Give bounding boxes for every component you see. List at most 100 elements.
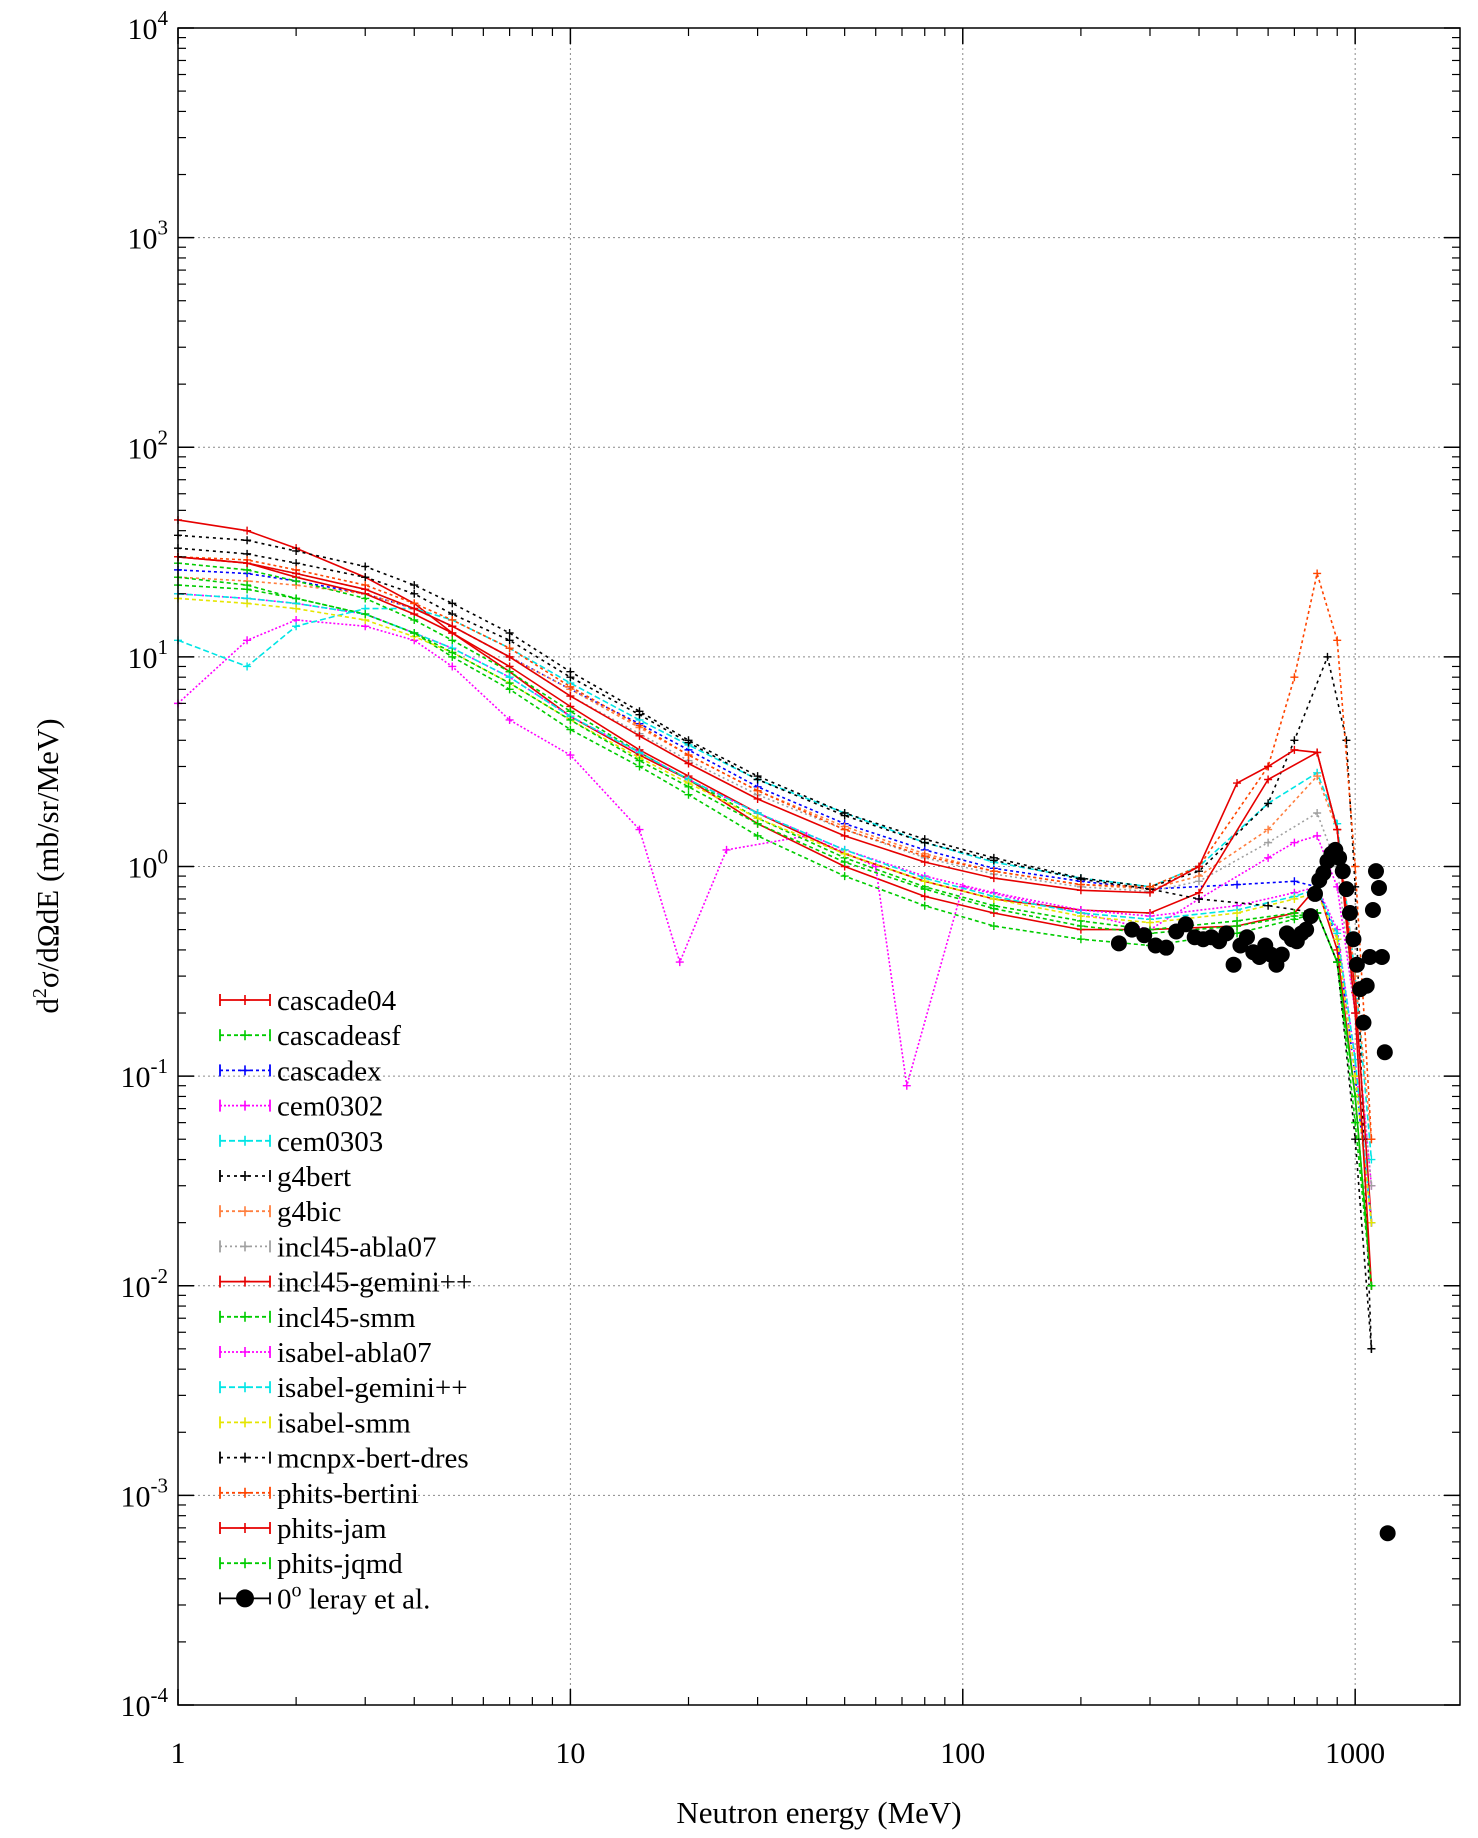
data-point: [902, 1081, 911, 1090]
data-point: [1076, 912, 1085, 921]
x-axis-title: Neutron energy (MeV): [676, 1795, 961, 1830]
data-point: [292, 559, 301, 568]
data-point: [361, 610, 370, 619]
data-point: [635, 756, 644, 765]
series-14: [174, 544, 1376, 1353]
data-point: [505, 652, 514, 661]
data-point: [243, 636, 252, 645]
data-point: [635, 825, 644, 834]
data-point: [753, 819, 762, 828]
data-point: [1341, 905, 1358, 922]
data-point: [675, 958, 684, 967]
legend-label: 0o leray et al.: [277, 1579, 430, 1615]
series-line: [177, 556, 1373, 1223]
data-point: [989, 856, 998, 865]
legend-entry: isabel-gemini++: [219, 1372, 468, 1404]
data-point: [1370, 879, 1387, 896]
data-point: [684, 790, 693, 799]
data-point: [566, 715, 575, 724]
data-point: [1145, 918, 1154, 927]
data-point: [920, 877, 929, 886]
series-line: [177, 547, 1373, 1349]
data-point: [1367, 1281, 1376, 1290]
legend-label: cascadex: [277, 1055, 382, 1087]
legend-label: isabel-smm: [277, 1407, 411, 1439]
legend-entry: phits-jam: [219, 1513, 387, 1545]
data-point: [1158, 939, 1175, 956]
data-point: [243, 565, 252, 574]
data-point: [1238, 929, 1255, 946]
data-point: [1331, 849, 1348, 866]
legend-label: g4bert: [277, 1161, 351, 1193]
data-point: [505, 636, 514, 645]
data-point: [566, 682, 575, 691]
legend-marker: [240, 1558, 250, 1569]
data-point: [1076, 922, 1085, 931]
legend-marker: [240, 1100, 250, 1111]
data-point: [1195, 862, 1204, 871]
data-point: [1351, 1072, 1360, 1081]
legend-label: isabel-abla07: [277, 1337, 432, 1369]
legend-label: cem0302: [277, 1091, 383, 1123]
y-tick-label: 102: [128, 425, 169, 465]
y-tick-label: 10-2: [121, 1264, 169, 1304]
data-point: [1306, 885, 1323, 902]
legend-marker: [240, 1030, 250, 1041]
data-point: [684, 782, 693, 791]
data-point: [1323, 652, 1332, 661]
y-tick-label: 10-4: [121, 1683, 169, 1723]
legend-label: phits-jam: [277, 1513, 387, 1545]
data-point: [243, 526, 252, 535]
data-point: [1264, 901, 1273, 910]
data-point: [243, 662, 252, 671]
data-point: [448, 636, 457, 645]
data-point: [753, 831, 762, 840]
legend-label: phits-jqmd: [277, 1548, 403, 1580]
data-point: [1351, 1135, 1360, 1144]
legend-entry: cascade04: [219, 985, 397, 1017]
data-point: [1076, 935, 1085, 944]
data-point: [361, 562, 370, 571]
data-point: [1290, 838, 1299, 847]
data-point: [448, 648, 457, 657]
series-line: [177, 562, 1373, 1286]
data-point: [292, 594, 301, 603]
data-point: [566, 725, 575, 734]
legend-label: g4bic: [277, 1196, 341, 1228]
axis-ticks: [177, 27, 1460, 1706]
data-point: [1290, 912, 1299, 921]
data-point: [505, 715, 514, 724]
legend-label: incl45-smm: [277, 1302, 416, 1334]
data-point: [684, 751, 693, 760]
legend-marker: [240, 995, 250, 1005]
data-point: [635, 731, 644, 740]
data-point: [1136, 927, 1153, 944]
data-point: [243, 599, 252, 608]
data-point: [243, 536, 252, 545]
data-point: [1313, 772, 1322, 781]
data-point: [1364, 902, 1381, 919]
data-point: [361, 573, 370, 582]
series-line: [177, 556, 1373, 1140]
data-point: [410, 628, 419, 637]
x-tick-label: 1: [171, 1737, 186, 1770]
data-point: [1233, 779, 1242, 788]
series-line: [177, 584, 1373, 1286]
data-point: [920, 901, 929, 910]
series-line: [177, 534, 1373, 1349]
legend-entry: phits-bertini: [219, 1478, 419, 1510]
legend-marker: [240, 1311, 250, 1322]
data-point: [1290, 894, 1299, 903]
legend-marker: [240, 1276, 250, 1287]
data-point: [920, 892, 929, 901]
data-point: [243, 559, 252, 568]
data-point: [1298, 921, 1315, 938]
data-point: [1218, 925, 1235, 942]
y-tick-label: 101: [128, 635, 169, 675]
legend-entry: g4bert: [219, 1161, 351, 1193]
data-point: [448, 622, 457, 631]
legend-marker: [240, 1135, 250, 1146]
data-point: [1334, 863, 1351, 880]
data-point: [1313, 831, 1322, 840]
data-point: [722, 845, 731, 854]
